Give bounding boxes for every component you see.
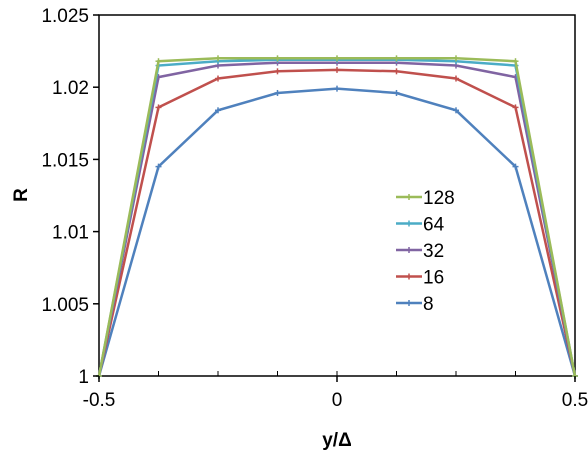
data-point: [274, 68, 281, 75]
x-axis-ticks: -0.5 0 0.5: [83, 376, 588, 411]
data-point: [334, 55, 340, 62]
legend: 128 64 32 16 8: [396, 188, 455, 315]
data-point: [155, 163, 162, 170]
legend-item: 128: [396, 188, 455, 209]
legend-item: 32: [396, 241, 444, 262]
data-point: [453, 55, 459, 62]
y-axis-title: R: [11, 188, 32, 202]
x-tick-label: 0.5: [562, 390, 588, 411]
data-point: [393, 89, 400, 96]
legend-item: 64: [396, 215, 445, 236]
x-tick-label: 0: [332, 390, 343, 411]
data-point: [215, 107, 221, 114]
data-point: [453, 75, 459, 82]
y-tick-label: 1.015: [41, 150, 89, 171]
y-tick-label: 1.005: [41, 295, 89, 316]
legend-label: 16: [423, 268, 444, 289]
data-point: [393, 68, 400, 75]
legend-label: 64: [423, 215, 445, 236]
legend-label: 8: [423, 294, 434, 315]
y-tick-label: 1.02: [52, 78, 89, 99]
y-tick-label: 1.01: [52, 223, 89, 244]
y-tick-label: 1: [78, 367, 89, 388]
data-point: [512, 104, 519, 111]
plot-area: [98, 14, 576, 377]
series-layer: [96, 55, 578, 379]
data-point: [274, 55, 281, 62]
data-point: [155, 58, 162, 65]
x-axis-title: y/Δ: [322, 430, 352, 451]
x-tick-label: -0.5: [83, 390, 116, 411]
data-point: [155, 104, 162, 111]
data-point: [215, 55, 221, 62]
legend-item: 16: [396, 268, 444, 289]
data-point: [274, 89, 281, 96]
data-point: [453, 107, 459, 114]
data-point: [334, 85, 340, 92]
legend-label: 128: [423, 188, 455, 209]
legend-label: 32: [423, 241, 444, 262]
legend-item: 8: [396, 294, 434, 315]
x-minor-ticks: [158, 371, 516, 376]
data-point: [512, 163, 519, 170]
data-point: [334, 66, 340, 73]
series-128: [96, 55, 578, 379]
data-point: [393, 55, 400, 62]
data-point: [512, 58, 519, 65]
series-16: [96, 66, 578, 379]
y-tick-label: 1.025: [41, 6, 89, 27]
data-point: [215, 75, 221, 82]
y-axis-ticks: 1 1.005 1.01 1.015 1.02 1.025: [41, 6, 99, 388]
